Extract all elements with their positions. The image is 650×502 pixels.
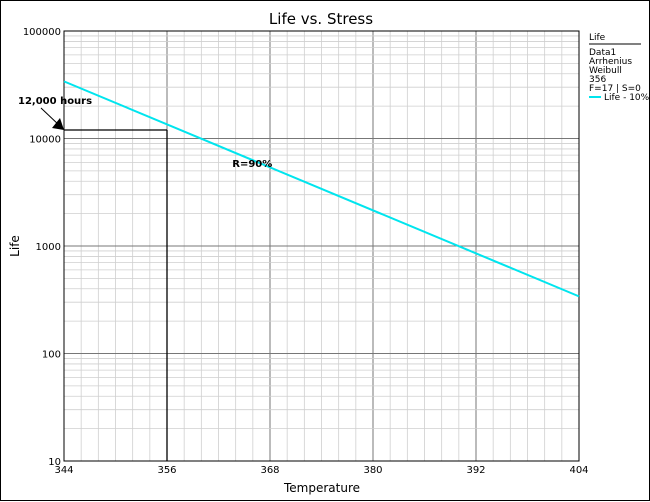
x-tick-label: 392 (466, 465, 485, 476)
y-tick-label: 100 (42, 350, 61, 361)
x-tick-label: 356 (157, 465, 176, 476)
x-tick-label: 368 (260, 465, 279, 476)
annotation-12000-hours: 12,000 hours (18, 96, 92, 107)
x-tick-label: 344 (54, 465, 73, 476)
legend-title: Life (589, 33, 606, 43)
legend-line: 356 (589, 75, 606, 85)
legend-line: Data1 (589, 48, 616, 58)
legend-line: Weibull (589, 66, 622, 76)
annotations: 12,000 hours R=90% (18, 96, 272, 170)
y-tick-label: 10 (48, 457, 61, 468)
x-tick-label: 404 (569, 465, 588, 476)
annotation-r90: R=90% (232, 159, 272, 170)
legend-series-label: Life - 10% (604, 93, 650, 103)
y-tick-label: 10000 (29, 135, 61, 146)
y-tick-label: 100000 (23, 27, 61, 38)
annotation-arrowhead (52, 117, 64, 130)
y-axis-label: Life (8, 235, 22, 257)
legend-line: F=17 | S=0 (589, 84, 641, 94)
legend-line: Arrhenius (589, 57, 632, 67)
x-axis-label: Temperature (283, 481, 360, 495)
y-tick-label: 1000 (36, 242, 61, 253)
reference-lines (64, 129, 168, 461)
plot-area-border (63, 30, 580, 462)
x-tick-labels: 344 356 368 380 392 404 (54, 465, 588, 476)
grid (63, 31, 580, 462)
chart-title: Life vs. Stress (269, 10, 373, 28)
y-tick-labels: 10 100 1000 10000 100000 (23, 27, 61, 468)
series-line-life-10 (63, 80, 580, 298)
x-tick-label: 380 (363, 465, 382, 476)
series-layer (63, 80, 580, 298)
